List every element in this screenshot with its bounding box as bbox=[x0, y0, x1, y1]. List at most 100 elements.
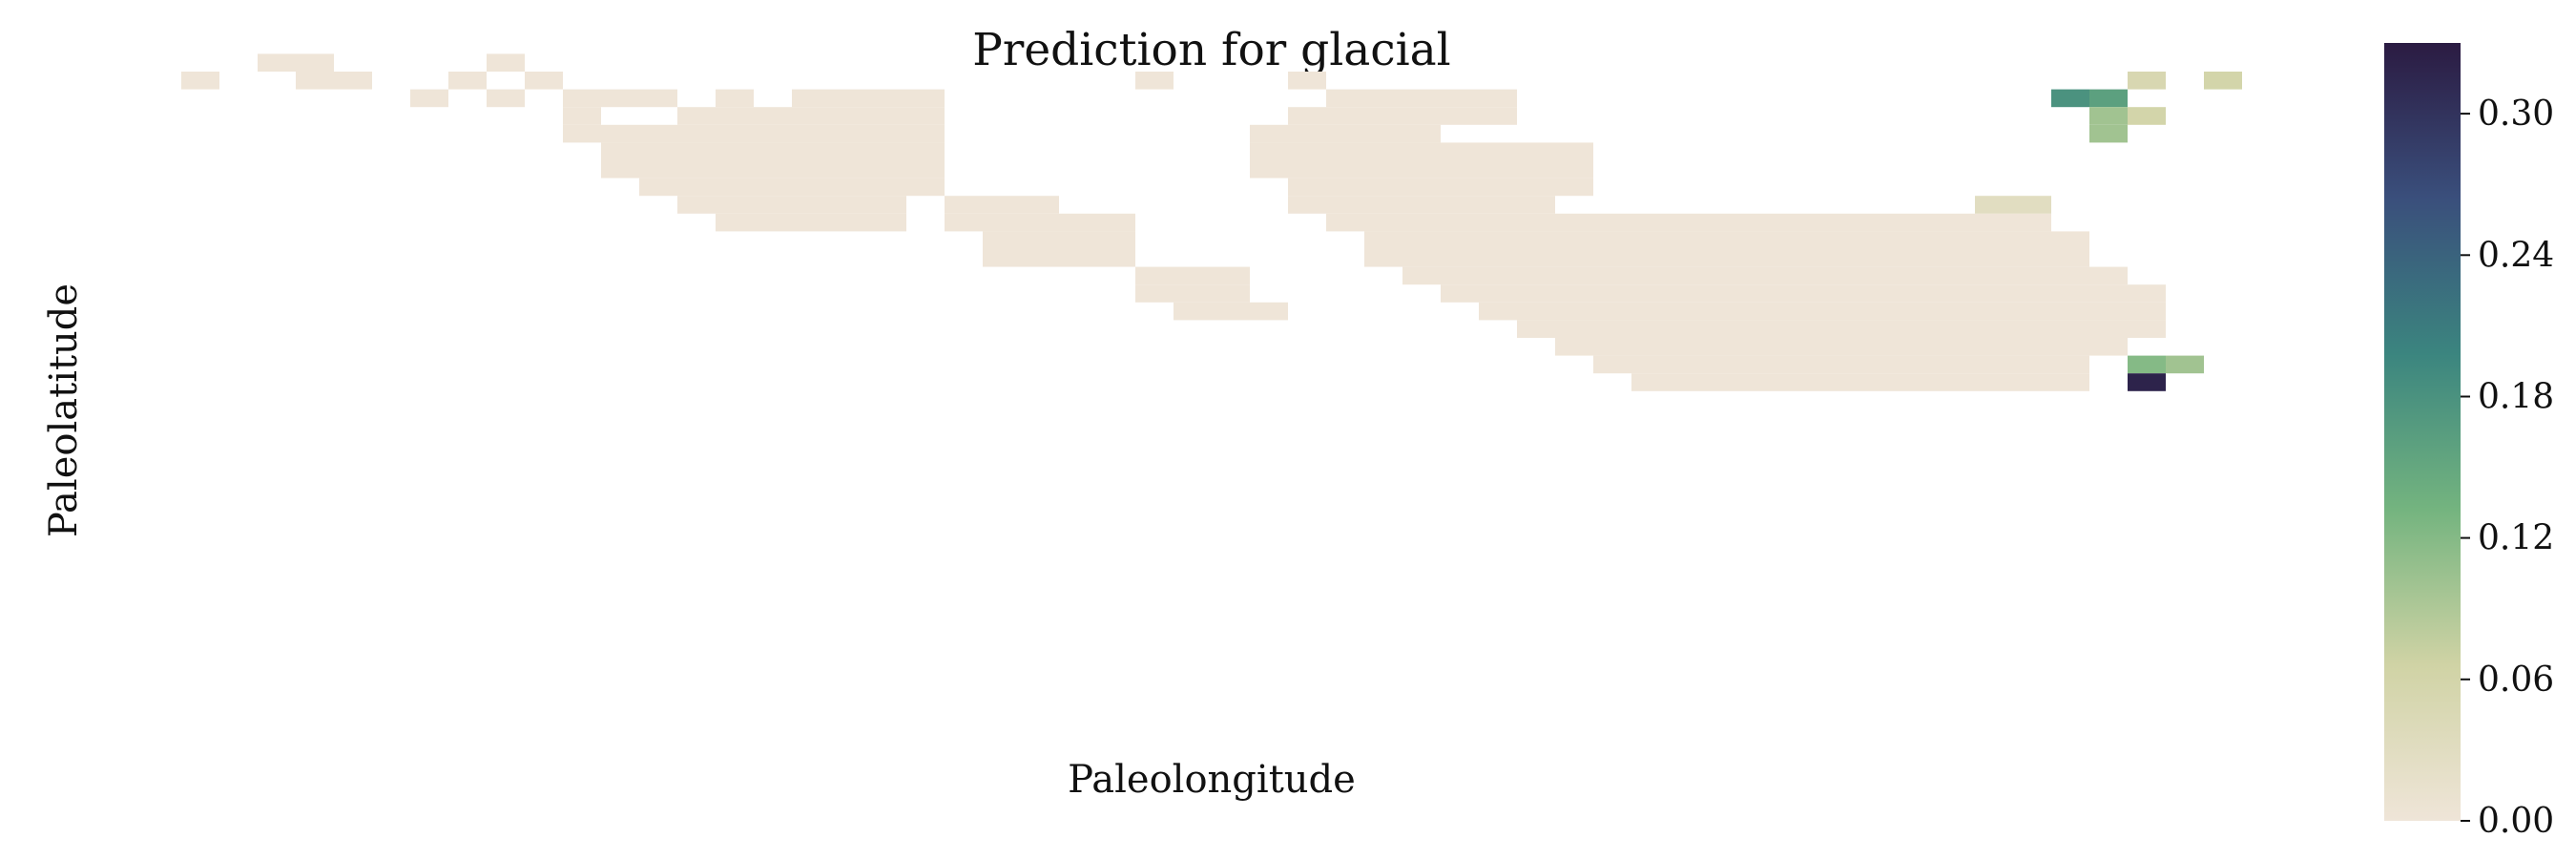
heatmap-cell bbox=[1402, 89, 1441, 108]
heatmap-cell bbox=[2013, 231, 2051, 249]
heatmap-cell bbox=[1479, 231, 1517, 249]
heatmap-cell bbox=[1517, 160, 1555, 178]
heatmap-cell bbox=[1899, 213, 1937, 232]
heatmap-cell bbox=[792, 178, 830, 197]
heatmap-cell bbox=[1784, 320, 1822, 338]
heatmap-cell bbox=[1212, 266, 1250, 285]
heatmap-cell bbox=[1250, 124, 1288, 143]
heatmap-cell bbox=[334, 72, 372, 90]
heatmap-cell bbox=[906, 178, 945, 197]
heatmap-cell bbox=[1288, 124, 1326, 143]
heatmap-cell bbox=[983, 196, 1021, 214]
heatmap-cell bbox=[1326, 196, 1364, 214]
heatmap-cell bbox=[1937, 213, 1975, 232]
heatmap-cell bbox=[563, 89, 601, 108]
heatmap-cell bbox=[525, 72, 563, 90]
heatmap-cell bbox=[906, 142, 945, 160]
heatmap-cell bbox=[2051, 249, 2089, 267]
heatmap-cell bbox=[296, 72, 334, 90]
heatmap-cell bbox=[1860, 266, 1899, 285]
heatmap-cell bbox=[1708, 355, 1746, 374]
heatmap-cell bbox=[1670, 213, 1708, 232]
heatmap-cell bbox=[1708, 213, 1746, 232]
heatmap-cell bbox=[1364, 249, 1402, 267]
y-axis-label: Paleolatitude bbox=[42, 283, 86, 537]
heatmap-cell bbox=[906, 124, 945, 143]
heatmap-cell bbox=[1746, 302, 1784, 321]
heatmap-cell bbox=[1937, 373, 1975, 391]
heatmap-cell bbox=[1975, 320, 2013, 338]
heatmap-cell bbox=[1059, 249, 1097, 267]
heatmap-cell bbox=[2166, 355, 2204, 374]
heatmap-cell bbox=[1288, 107, 1326, 125]
heatmap-cell bbox=[677, 107, 716, 125]
heatmap-cell bbox=[1250, 142, 1288, 160]
heatmap-cell bbox=[2128, 355, 2166, 374]
heatmap-cell bbox=[1364, 160, 1402, 178]
heatmap-cell bbox=[677, 178, 716, 197]
heatmap-cell bbox=[1059, 231, 1097, 249]
heatmap-cell bbox=[1860, 249, 1899, 267]
heatmap-cell bbox=[1555, 320, 1593, 338]
heatmap-cell bbox=[1860, 302, 1899, 321]
heatmap-cell bbox=[1937, 231, 1975, 249]
heatmap-cell bbox=[1135, 72, 1174, 90]
heatmap-cell bbox=[1860, 338, 1899, 356]
heatmap-cell bbox=[1441, 266, 1479, 285]
heatmap-cell bbox=[1670, 355, 1708, 374]
heatmap-cell bbox=[1288, 196, 1326, 214]
heatmap-cell bbox=[945, 196, 983, 214]
heatmap-cell bbox=[2089, 320, 2128, 338]
heatmap-cell bbox=[830, 142, 868, 160]
heatmap-cell bbox=[1746, 213, 1784, 232]
heatmap-cells bbox=[181, 53, 2242, 391]
heatmap-cell bbox=[1937, 284, 1975, 303]
heatmap-cell bbox=[1899, 302, 1937, 321]
heatmap-cell bbox=[1555, 231, 1593, 249]
heatmap-cell bbox=[1784, 213, 1822, 232]
heatmap-cell bbox=[1097, 213, 1135, 232]
heatmap-cell bbox=[1631, 284, 1670, 303]
heatmap-cell bbox=[868, 196, 906, 214]
heatmap-cell bbox=[1975, 284, 2013, 303]
heatmap-cell bbox=[2051, 284, 2089, 303]
heatmap-cell bbox=[2089, 124, 2128, 143]
heatmap-cell bbox=[1441, 107, 1479, 125]
heatmap-cell bbox=[983, 249, 1021, 267]
heatmap-cell bbox=[2013, 284, 2051, 303]
heatmap-cell bbox=[1784, 266, 1822, 285]
heatmap-cell bbox=[410, 89, 448, 108]
heatmap-cell bbox=[1631, 302, 1670, 321]
heatmap-cell bbox=[1517, 266, 1555, 285]
heatmap-cell bbox=[2051, 355, 2089, 374]
heatmap-cell bbox=[2013, 355, 2051, 374]
heatmap-cell bbox=[1670, 302, 1708, 321]
heatmap-cell bbox=[1479, 266, 1517, 285]
heatmap-cell bbox=[1593, 302, 1631, 321]
heatmap-cell bbox=[1479, 89, 1517, 108]
heatmap-cell bbox=[258, 53, 296, 72]
heatmap-cell bbox=[2051, 231, 2089, 249]
heatmap-cell bbox=[1021, 213, 1059, 232]
heatmap-cell bbox=[1402, 124, 1441, 143]
heatmap-cell bbox=[1555, 249, 1593, 267]
heatmap-cell bbox=[1975, 355, 2013, 374]
heatmap-cell bbox=[1937, 249, 1975, 267]
heatmap-cell bbox=[1593, 266, 1631, 285]
heatmap-cell bbox=[1784, 373, 1822, 391]
heatmap-cell bbox=[1593, 320, 1631, 338]
heatmap-cell bbox=[754, 142, 792, 160]
heatmap-cell bbox=[1593, 284, 1631, 303]
heatmap-cell bbox=[296, 53, 334, 72]
heatmap-cell bbox=[1288, 72, 1326, 90]
heatmap-cell bbox=[1479, 302, 1517, 321]
heatmap-cell bbox=[2051, 320, 2089, 338]
heatmap-cell bbox=[1899, 355, 1937, 374]
heatmap-cell bbox=[1479, 107, 1517, 125]
heatmap-cell bbox=[1631, 373, 1670, 391]
heatmap-cell bbox=[2128, 302, 2166, 321]
heatmap-cell bbox=[1899, 338, 1937, 356]
heatmap-cell bbox=[1860, 231, 1899, 249]
heatmap-cell bbox=[2089, 266, 2128, 285]
heatmap-cell bbox=[1135, 266, 1174, 285]
